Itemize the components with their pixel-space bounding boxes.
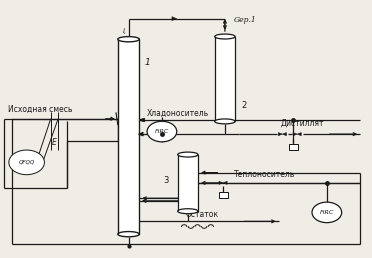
- Circle shape: [312, 202, 341, 223]
- Text: 2: 2: [241, 101, 247, 110]
- Polygon shape: [223, 181, 227, 184]
- Polygon shape: [219, 181, 223, 184]
- Polygon shape: [138, 132, 143, 136]
- Text: FIRC: FIRC: [320, 210, 334, 215]
- Polygon shape: [140, 118, 145, 122]
- Ellipse shape: [118, 232, 139, 237]
- Text: Хладоноситель: Хладоноситель: [147, 108, 209, 117]
- Text: Остаток: Остаток: [186, 210, 219, 219]
- Polygon shape: [282, 133, 286, 136]
- Polygon shape: [178, 155, 198, 211]
- Ellipse shape: [118, 37, 139, 42]
- Polygon shape: [289, 144, 298, 150]
- Polygon shape: [118, 39, 139, 234]
- Text: i,: i,: [123, 28, 127, 34]
- Text: 1: 1: [144, 58, 150, 67]
- Polygon shape: [172, 17, 177, 21]
- Ellipse shape: [215, 34, 235, 39]
- Polygon shape: [219, 192, 228, 198]
- Text: Исходная смесь: Исходная смесь: [8, 104, 73, 114]
- Text: FIRC: FIRC: [155, 129, 169, 134]
- Text: Теплоноситель: Теплоноситель: [234, 170, 295, 179]
- Ellipse shape: [215, 119, 235, 124]
- Ellipse shape: [178, 152, 198, 157]
- Polygon shape: [297, 133, 301, 136]
- Ellipse shape: [178, 209, 198, 214]
- Text: Gep.1: Gep.1: [234, 16, 257, 24]
- Polygon shape: [215, 37, 235, 122]
- Text: E: E: [52, 139, 57, 148]
- Text: Дистиллят: Дистиллят: [280, 119, 324, 128]
- Circle shape: [147, 121, 177, 142]
- Text: 3: 3: [163, 176, 168, 185]
- Polygon shape: [293, 133, 297, 136]
- Circle shape: [9, 150, 44, 175]
- Text: QFQQ: QFQQ: [19, 160, 35, 165]
- Polygon shape: [278, 133, 282, 136]
